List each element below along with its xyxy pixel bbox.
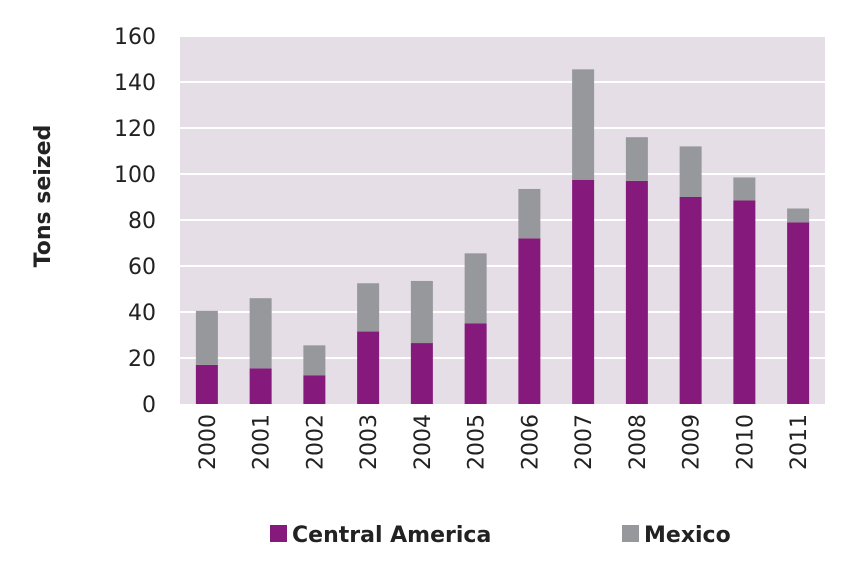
gridlines xyxy=(180,35,825,359)
x-tick-label: 2010 xyxy=(733,414,758,470)
bar-mexico-2002 xyxy=(303,345,326,376)
legend-swatch-mexico xyxy=(622,525,639,542)
x-tick-label: 2005 xyxy=(465,414,490,470)
x-tick-label: 2007 xyxy=(572,414,597,470)
bar-mexico-2009 xyxy=(679,146,702,197)
y-tick-label: 20 xyxy=(128,347,156,372)
bar-central-america-2011 xyxy=(787,222,810,404)
y-tick-label: 60 xyxy=(128,255,156,280)
bar-mexico-2004 xyxy=(410,280,433,344)
y-tick-label: 100 xyxy=(114,163,156,188)
x-tick-label: 2009 xyxy=(680,414,705,470)
y-tick-label: 160 xyxy=(114,25,156,50)
bar-mexico-2003 xyxy=(357,283,380,332)
bar-central-america-2009 xyxy=(679,197,702,404)
y-axis-title: Tons seized xyxy=(31,125,56,268)
bar-central-america-2004 xyxy=(410,343,433,404)
legend-swatch-central-america xyxy=(270,525,287,542)
bar-central-america-2000 xyxy=(195,364,218,404)
x-axis-ticks: 2000 2001 2002 2003 2004 2005 2006 2007 2008 2009… xyxy=(196,414,812,470)
x-tick-label: 2006 xyxy=(518,414,543,470)
y-axis-ticks: 0 20 40 60 80 100 120 140 160 xyxy=(114,25,156,418)
y-tick-label: 140 xyxy=(114,71,156,96)
y-tick-label: 120 xyxy=(114,117,156,142)
bar-mexico-2000 xyxy=(195,310,218,365)
y-tick-label: 0 xyxy=(142,393,156,418)
bar-central-america-2001 xyxy=(249,368,272,404)
legend: Central America Mexico xyxy=(270,523,731,548)
bars xyxy=(195,69,810,404)
bar-mexico-2006 xyxy=(518,188,541,239)
bar-mexico-2005 xyxy=(464,253,487,324)
bar-central-america-2007 xyxy=(572,179,595,404)
y-tick-label: 80 xyxy=(128,209,156,234)
legend-label-mexico: Mexico xyxy=(644,523,731,548)
x-tick-label: 2002 xyxy=(303,414,328,470)
bar-mexico-2010 xyxy=(733,177,756,201)
x-tick-label: 2011 xyxy=(787,414,812,470)
bar-mexico-2011 xyxy=(787,208,810,223)
x-tick-label: 2008 xyxy=(626,414,651,470)
bar-central-america-2006 xyxy=(518,238,541,404)
bar-central-america-2002 xyxy=(303,375,326,404)
x-tick-label: 2000 xyxy=(196,414,221,470)
legend-label-central-america: Central America xyxy=(292,523,491,548)
y-tick-label: 40 xyxy=(128,301,156,326)
bar-mexico-2007 xyxy=(572,69,595,180)
x-tick-label: 2003 xyxy=(357,414,382,470)
bar-central-america-2003 xyxy=(357,331,380,404)
bar-mexico-2001 xyxy=(249,298,272,369)
bar-central-america-2010 xyxy=(733,200,756,404)
bar-central-america-2005 xyxy=(464,323,487,404)
x-tick-label: 2001 xyxy=(250,414,275,470)
bar-mexico-2008 xyxy=(625,137,648,181)
x-tick-label: 2004 xyxy=(411,414,436,470)
bar-central-america-2008 xyxy=(625,180,648,404)
